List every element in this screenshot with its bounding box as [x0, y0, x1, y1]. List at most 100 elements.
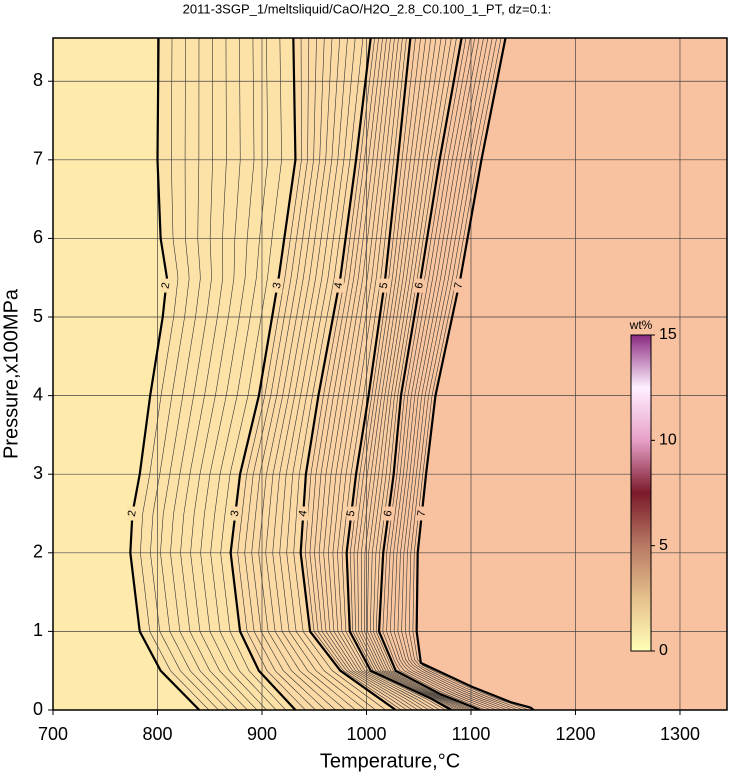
minor-contour — [244, 38, 316, 710]
minor-contour — [372, 38, 475, 710]
plot-frame — [52, 37, 728, 711]
contour-label-bg — [298, 506, 309, 521]
minor-contour — [265, 38, 346, 710]
contour-line — [299, 38, 397, 710]
y-tick-label: 8 — [33, 70, 43, 90]
minor-contour — [318, 38, 419, 710]
minor-contour — [220, 38, 287, 710]
contour-label-bg — [230, 506, 241, 521]
contour-line — [129, 38, 201, 710]
minor-contour — [337, 38, 441, 710]
contour-label-bg — [379, 278, 390, 293]
x-tick-label: 1100 — [452, 724, 491, 744]
y-tick-label: 7 — [33, 149, 43, 169]
contour-label-bg — [272, 278, 283, 293]
y-tick-label: 1 — [33, 620, 43, 640]
contour-label: 7 — [452, 282, 465, 290]
colorbar-tick-label: 15 — [659, 326, 677, 343]
x-tick-label: 1300 — [660, 724, 700, 744]
minor-contour — [401, 38, 513, 710]
minor-contour — [367, 38, 469, 710]
minor-contour — [210, 38, 277, 710]
minor-contour — [160, 38, 229, 710]
minor-contour — [364, 38, 466, 710]
x-tick-label: 1000 — [346, 724, 386, 744]
y-tick-label: 4 — [33, 384, 43, 404]
minor-contour — [412, 38, 529, 710]
minor-contour — [286, 38, 376, 710]
contour-label-bg — [161, 278, 172, 293]
contour-label-bg — [333, 278, 344, 293]
minor-contour — [327, 38, 430, 710]
minor-contour — [200, 38, 267, 710]
minor-contour — [150, 38, 219, 710]
minor-contour — [386, 38, 492, 710]
y-tick-label: 3 — [33, 463, 43, 483]
minor-contour — [408, 38, 524, 710]
x-tick-label: 700 — [38, 724, 68, 744]
minor-contour — [375, 38, 478, 710]
contour-label-bg — [346, 506, 357, 521]
chart-title: 2011-3SGP_1/meltsliquid/CaO/H2O_2.8_C0.1… — [183, 1, 552, 16]
minor-contour — [272, 38, 356, 710]
minor-contour — [258, 38, 336, 710]
minor-contour — [360, 38, 463, 710]
minor-contour — [251, 38, 326, 710]
minor-contour — [180, 38, 248, 710]
minor-contour — [309, 38, 407, 710]
contour-label: 3 — [229, 509, 242, 517]
colorbar-tick-label: 0 — [659, 642, 668, 659]
contour-line — [229, 38, 297, 710]
minor-contour — [393, 38, 502, 710]
x-tick-label: 900 — [247, 724, 277, 744]
contour-label: 2 — [160, 282, 173, 290]
minor-contour — [140, 38, 210, 710]
contour-label: 5 — [378, 282, 391, 290]
y-axis-title: Pressure,x100MPa — [0, 288, 22, 459]
contour-label-bg — [416, 506, 427, 521]
minor-contour — [314, 38, 413, 710]
colorbar-label: wt% — [629, 318, 653, 332]
x-tick-label: 1200 — [555, 724, 595, 744]
contour-label: 4 — [297, 509, 310, 517]
plot-area: 2 2 3 3 4 4 5 5 6 6 7 7 — [53, 38, 727, 710]
contour-line — [415, 38, 535, 710]
contour-label: 6 — [382, 509, 395, 517]
contour-label: 7 — [415, 509, 428, 517]
minor-contour — [332, 38, 435, 710]
minor-contour — [350, 38, 455, 710]
contour-label: 3 — [271, 282, 284, 290]
minor-contour — [390, 38, 497, 710]
minor-contour — [170, 38, 238, 710]
y-tick-label: 2 — [33, 542, 43, 562]
minor-contour — [382, 38, 486, 710]
y-tick-label: 5 — [33, 306, 43, 326]
y-tick-label: 6 — [33, 227, 43, 247]
minor-contour — [370, 38, 472, 710]
minor-contour — [190, 38, 258, 710]
minor-contour — [293, 38, 386, 710]
minor-contour — [353, 38, 458, 710]
minor-contour — [323, 38, 424, 710]
minor-contour — [357, 38, 461, 710]
contour-label: 6 — [413, 282, 426, 290]
colorbar-tick-label: 10 — [659, 432, 677, 449]
contour-label-bg — [127, 506, 138, 521]
contour-label: 2 — [126, 509, 139, 517]
contour-label: 4 — [332, 282, 345, 290]
contour-label-bg — [383, 506, 394, 521]
minor-contour — [237, 38, 306, 710]
x-tick-label: 800 — [142, 724, 172, 744]
colorbar-tick-label: 5 — [659, 537, 668, 554]
contour-label: 5 — [345, 509, 358, 517]
overlay: 700 800 900 1000 1100 1200 1300 0 1 2 3 4 5 6 7 8 wt% 0 5 1… — [33, 37, 728, 744]
x-axis-title: Temperature,°C — [320, 750, 460, 772]
contour-label-bg — [453, 278, 464, 293]
colorbar — [630, 334, 652, 652]
minor-contour — [304, 38, 402, 710]
minor-contour — [279, 38, 366, 710]
minor-contour — [397, 38, 508, 710]
contour-label-bg — [414, 278, 425, 293]
y-tick-label: 0 — [33, 699, 43, 719]
